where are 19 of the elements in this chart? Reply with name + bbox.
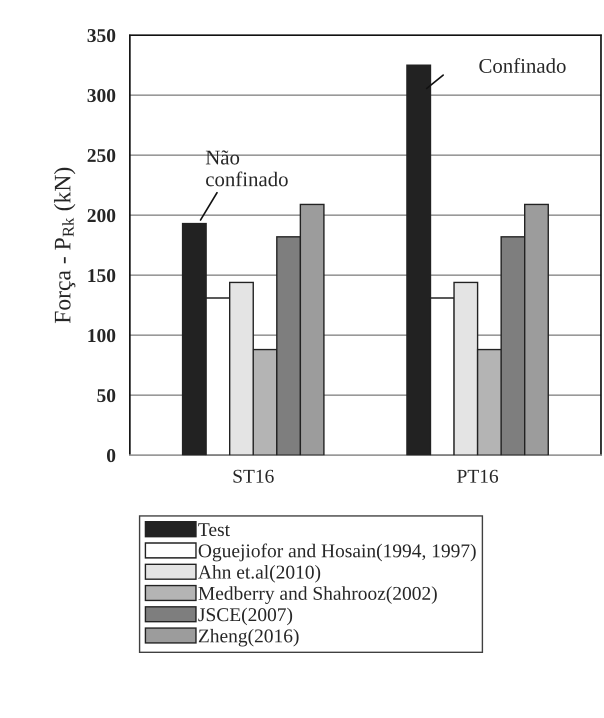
y-tick-label: 0 bbox=[106, 449, 116, 462]
legend-label: JSCE(2007) bbox=[198, 608, 292, 626]
y-tick-label: 100 bbox=[88, 329, 116, 342]
annotation: Confinado bbox=[479, 58, 566, 73]
y-tick-label: 200 bbox=[88, 209, 116, 222]
legend-label: Oguejiofor and Hosain(1994, 1997) bbox=[198, 544, 476, 562]
x-tick-label: PT16 bbox=[457, 470, 498, 483]
annotation: Não confinado bbox=[206, 150, 288, 186]
x-tick-label: ST16 bbox=[233, 470, 274, 483]
y-tick-label: 50 bbox=[97, 389, 116, 402]
y-tick-label: 250 bbox=[88, 149, 116, 162]
legend-label: Test bbox=[198, 523, 230, 536]
y-tick-label: 350 bbox=[88, 29, 116, 42]
y-tick-label: 300 bbox=[88, 89, 116, 102]
legend-label: Ahn et.al(2010) bbox=[198, 565, 320, 583]
legend-label: Medberry and Shahrooz(2002) bbox=[198, 586, 437, 604]
y-axis-title: Força - P$_{Rk}$ (kN) bbox=[54, 168, 76, 324]
y-tick-label: 150 bbox=[88, 269, 116, 282]
legend-label: Zheng(2016) bbox=[198, 628, 299, 647]
